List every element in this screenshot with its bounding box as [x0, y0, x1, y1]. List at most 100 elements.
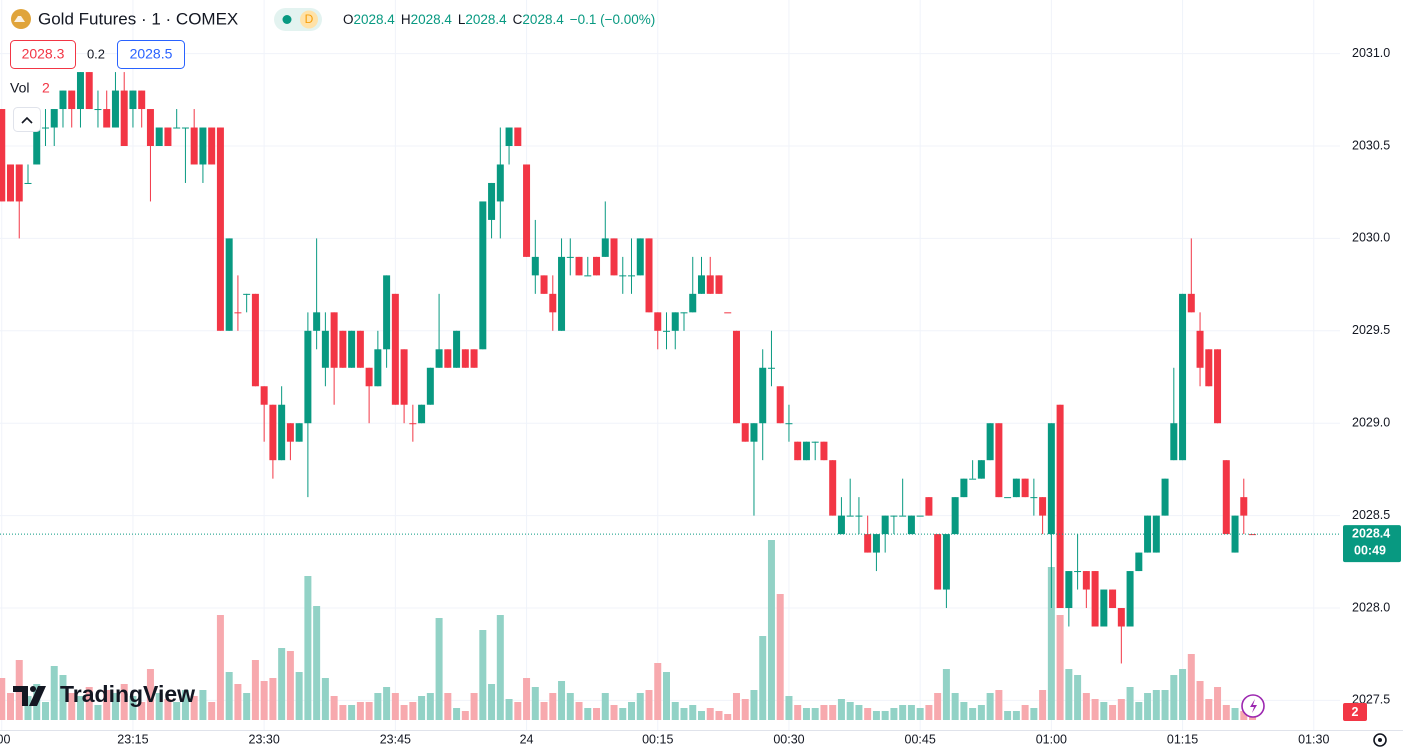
candle-body	[1214, 349, 1222, 424]
candle-body	[1004, 497, 1012, 499]
candle-body	[435, 349, 443, 368]
volume-bar	[1205, 699, 1213, 720]
candle-body	[1109, 589, 1117, 609]
volume-bar	[496, 615, 504, 720]
candle-body	[138, 90, 146, 110]
volume-bar	[488, 684, 496, 720]
volume-bar	[811, 708, 819, 720]
candle-body	[426, 367, 434, 405]
ask-price[interactable]: 2028.5	[130, 46, 173, 62]
volume-bar	[1117, 699, 1125, 720]
x-tick-label: 23:30	[249, 732, 280, 746]
y-tick-label: 2030.0	[1352, 231, 1390, 245]
volume-bar	[566, 693, 574, 720]
candle-body	[566, 256, 574, 258]
candle-body	[558, 256, 566, 331]
volume-bar	[1214, 687, 1222, 720]
volume-bar	[24, 696, 32, 720]
candle-body	[479, 201, 487, 350]
volume-bar	[549, 693, 557, 720]
volume-bar	[715, 711, 723, 720]
volume-bar	[1012, 711, 1020, 720]
legend-close: 2028.4	[522, 12, 564, 27]
volume-legend-value: 2	[42, 80, 50, 96]
volume-bar	[1126, 687, 1134, 720]
volume-bar	[741, 699, 749, 720]
candle-body	[59, 90, 67, 110]
candle-body	[706, 275, 714, 294]
candle-body	[260, 386, 268, 405]
volume-bar	[986, 693, 994, 720]
volume-bar	[689, 705, 697, 720]
candle-body	[1100, 589, 1108, 627]
candle-body	[829, 460, 837, 516]
volume-bar	[409, 702, 417, 720]
candle-body	[741, 423, 749, 442]
candle-body	[155, 127, 163, 146]
legend-label: O	[343, 12, 354, 27]
settings-button[interactable]	[1373, 733, 1387, 747]
volume-bar	[1065, 669, 1073, 720]
candle-body	[1240, 497, 1248, 516]
x-tick-label: 24	[520, 732, 534, 746]
candle-body	[120, 90, 128, 146]
volume-bar	[794, 705, 802, 720]
volume-bar	[1074, 675, 1082, 720]
countdown-label: 00:49	[1354, 543, 1386, 557]
volume-bar	[1039, 690, 1047, 720]
volume-bar	[593, 708, 601, 720]
volume-bar	[426, 693, 434, 720]
logo-mark	[13, 686, 28, 706]
volume-bar	[890, 708, 898, 720]
candle-body	[864, 534, 872, 553]
candle-body	[1126, 571, 1134, 627]
logo-slash	[29, 686, 46, 706]
candle-body	[1144, 515, 1152, 553]
candle-body	[645, 238, 653, 313]
candle-body	[1039, 497, 1047, 516]
candle-body	[1231, 515, 1239, 553]
candle-body	[164, 127, 172, 146]
candle-body	[304, 330, 312, 424]
candle-body	[776, 386, 784, 424]
volume-bar	[584, 708, 592, 720]
volume-bar	[199, 690, 207, 720]
x-tick-label: 01:30	[1298, 732, 1329, 746]
candle-body	[251, 293, 259, 387]
ohlc-legend: O2028.4 H2028.4 L2028.4 C2028.4 −0.1 (−0.00%…	[343, 12, 655, 27]
candle-body	[802, 441, 810, 461]
volume-bar	[1196, 681, 1204, 720]
candle-body	[610, 238, 618, 276]
grid	[0, 0, 1340, 730]
volume-bar	[671, 702, 679, 720]
volume-bar	[391, 693, 399, 720]
brand-name: TradingView	[60, 681, 195, 707]
candle-body	[348, 330, 356, 368]
candle-body	[269, 404, 277, 461]
candle-body	[715, 275, 723, 294]
collapse-button[interactable]	[13, 107, 41, 132]
interval-badge: D	[305, 12, 314, 26]
volume-bar	[864, 708, 872, 720]
volume-bar	[173, 702, 181, 720]
buy-button[interactable]	[117, 40, 185, 69]
volume-bar	[190, 696, 198, 720]
candle-body	[216, 127, 224, 331]
candle-body	[76, 72, 84, 110]
candle-body	[934, 534, 942, 590]
volume-bar	[365, 702, 373, 720]
volume-bar	[750, 690, 758, 720]
candle-body	[1117, 608, 1125, 627]
bid-price[interactable]: 2028.3	[22, 46, 65, 62]
candle-body	[129, 90, 137, 110]
candle-body	[1135, 552, 1143, 572]
symbol-title[interactable]: Gold Futures · 1 · COMEX	[38, 9, 238, 28]
candle-body	[619, 275, 627, 277]
sell-button[interactable]	[10, 40, 76, 69]
candle-body	[6, 164, 14, 202]
volume-bar	[216, 615, 224, 720]
volume-bar	[540, 702, 548, 720]
collapse-icon	[21, 116, 33, 124]
volume-bar	[1135, 702, 1143, 720]
volume-bar	[645, 690, 653, 720]
